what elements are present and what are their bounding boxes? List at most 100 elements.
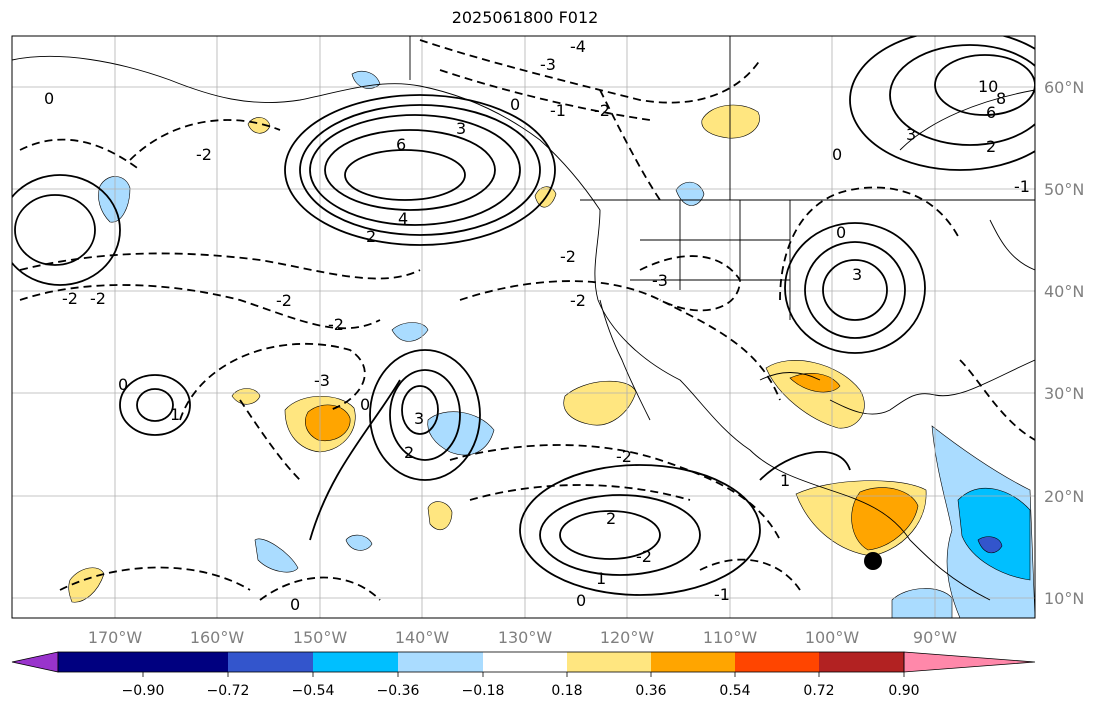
contour-label: 3 — [906, 125, 916, 144]
contour-label: 3 — [456, 119, 466, 138]
lat-label: 50°N — [1044, 180, 1084, 199]
cool-core-caribbean — [957, 487, 1031, 581]
colorbar-segment — [819, 652, 904, 672]
positive-contours — [12, 36, 1035, 596]
contour-label: -1 — [550, 101, 566, 120]
contour-label: 2 — [606, 509, 616, 528]
contour-label: 1 — [596, 569, 606, 588]
colorbar-tick-label: 0.36 — [635, 683, 666, 699]
colorbar-segment — [143, 652, 228, 672]
contour-label: 0 — [118, 375, 128, 394]
warm-area-baja — [563, 380, 637, 426]
warm-core-central-pacific — [305, 404, 351, 442]
contour-label: 3 — [852, 265, 862, 284]
contour-label: -1 — [714, 585, 730, 604]
contour-label: -2 — [594, 101, 610, 120]
lat-label: 30°N — [1044, 384, 1084, 403]
contour-labels: -4 -3 6 4 -2 3 2 0 -1 -2 -2 -2 -2 -3 -3 … — [44, 37, 1030, 614]
lat-label: 10°N — [1044, 589, 1084, 608]
lon-label: 120°W — [600, 628, 655, 647]
colorbar-tick-label: −0.54 — [292, 683, 335, 699]
colorbar-tick-label: −0.90 — [122, 683, 165, 699]
colorbar-tick-label: 0.90 — [888, 683, 919, 699]
lon-label: 150°W — [293, 628, 348, 647]
colorbar-segment — [313, 652, 398, 672]
cool-area-central-america — [891, 588, 953, 618]
map-frame — [11, 35, 1036, 619]
colorbar-segment — [483, 652, 567, 672]
colorbar-tick-label: 0.72 — [803, 683, 834, 699]
cool-area-gulf-alaska — [98, 176, 131, 223]
colorbar-segment — [58, 652, 143, 672]
warm-area-north-pacific — [701, 104, 760, 139]
lon-label: 100°W — [805, 628, 860, 647]
contour-label: 0 — [290, 595, 300, 614]
contour-label: 2 — [986, 137, 996, 156]
contour-label: 1 — [170, 405, 180, 424]
negative-contours — [19, 39, 1035, 601]
contour-label: 0 — [360, 395, 370, 414]
warm-core-mexico-pacific — [851, 487, 919, 551]
contour-label: -2 — [570, 291, 586, 310]
colorbar-segment — [567, 652, 651, 672]
cool-area-mid — [391, 322, 429, 342]
lon-label: 160°W — [190, 628, 245, 647]
contour-label: 2 — [366, 227, 376, 246]
colorbar-min-extension — [11, 651, 59, 673]
contour-label: 0 — [44, 89, 54, 108]
contour-label: -2 — [90, 289, 106, 308]
contour-label: -2 — [560, 247, 576, 266]
coastlines — [12, 36, 1035, 601]
location-marker — [864, 552, 882, 570]
cool-area-south-2 — [345, 534, 373, 551]
contour-label: -3 — [314, 371, 330, 390]
cool-area-central — [427, 411, 495, 456]
colorbar-max-extension — [903, 651, 1036, 673]
contour-label: -2 — [636, 547, 652, 566]
warm-area-small-2 — [427, 501, 453, 530]
colorbar-tick-label: −0.72 — [207, 683, 250, 699]
contour-label: 1 — [780, 471, 790, 490]
strong-cool-core — [977, 536, 1003, 554]
warm-area-gulf-mexico — [765, 360, 865, 429]
warm-area-hawaii — [68, 567, 105, 603]
contour-label: 0 — [832, 145, 842, 164]
contour-label: 10 — [978, 77, 998, 96]
warm-core-gulf-mexico — [789, 373, 841, 393]
contour-label: 0 — [510, 95, 520, 114]
colorbar-tick-label: −0.18 — [462, 683, 505, 699]
lat-label: 40°N — [1044, 282, 1084, 301]
contour-label: -2 — [328, 315, 344, 334]
longitude-labels: 170°W 160°W 150°W 140°W 130°W 120°W 110°… — [88, 628, 957, 647]
latitude-labels: 60°N 50°N 40°N 30°N 20°N 10°N — [1044, 78, 1084, 608]
contour-label: -3 — [540, 55, 556, 74]
contour-label: 4 — [398, 209, 408, 228]
contour-label: -4 — [570, 37, 586, 56]
contour-label: 3 — [414, 409, 424, 428]
cool-area-south-1 — [254, 538, 299, 573]
lon-label: 140°W — [395, 628, 450, 647]
colorbar-segment — [398, 652, 483, 672]
contour-label: 8 — [996, 89, 1006, 108]
contour-label: 2 — [404, 443, 414, 462]
lat-label: 20°N — [1044, 487, 1084, 506]
contour-label: 6 — [396, 135, 406, 154]
colorbar-segment — [651, 652, 735, 672]
colorbar-segment — [228, 652, 313, 672]
colorbar-tick-label: 0.18 — [551, 683, 582, 699]
contour-label: 6 — [986, 103, 996, 122]
shaded-areas — [68, 71, 1035, 618]
lon-label: 170°W — [88, 628, 143, 647]
colorbar-tick-label: −0.36 — [377, 683, 420, 699]
contour-label: -3 — [652, 271, 668, 290]
contour-label: 0 — [576, 591, 586, 610]
contour-label: -2 — [62, 289, 78, 308]
contour-label: 0 — [836, 223, 846, 242]
colorbar-tick-label: 0.54 — [719, 683, 750, 699]
contour-label: -2 — [616, 447, 632, 466]
map-title: 2025061800 F012 — [451, 8, 599, 27]
colorbar: −0.90 −0.72 −0.54 −0.36 −0.18 0.18 0.36 … — [11, 651, 1036, 699]
lon-label: 130°W — [498, 628, 553, 647]
contour-label: -1 — [1014, 177, 1030, 196]
